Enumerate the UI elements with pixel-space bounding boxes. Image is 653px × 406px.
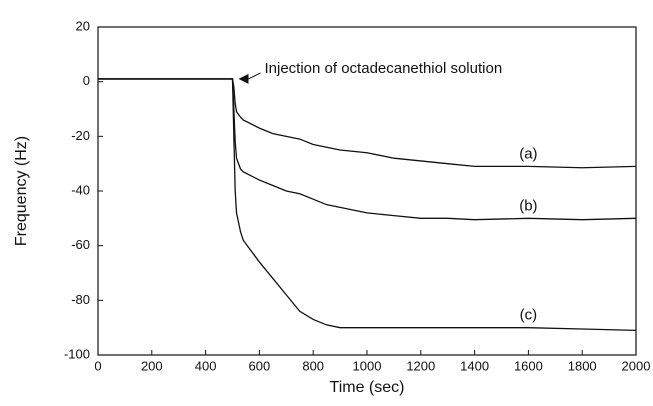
annotation: Injection of octadecanethiol solution <box>265 60 503 77</box>
x-axis-label: Time (sec) <box>330 379 405 396</box>
y-tick-label: -80 <box>71 292 90 307</box>
x-tick-label: 1400 <box>460 358 489 373</box>
series-line <box>98 78 637 221</box>
y-axis-label: Frequency (Hz) <box>13 136 30 246</box>
series-label: (a) <box>519 145 537 162</box>
annotation-line <box>248 72 261 80</box>
y-tick-label: -60 <box>71 237 90 252</box>
x-tick-label: 2000 <box>622 358 651 373</box>
series-label: (b) <box>519 197 537 214</box>
x-tick-label: 1200 <box>406 358 435 373</box>
x-tick-label: 0 <box>94 358 101 373</box>
annotation-arrow <box>238 73 249 84</box>
y-tick-label: 0 <box>83 73 90 88</box>
x-tick-label: 400 <box>195 358 217 373</box>
y-tick-label: 20 <box>76 18 90 33</box>
x-tick-label: 800 <box>302 358 324 373</box>
y-tick-label: -40 <box>71 182 90 197</box>
series-label: (c) <box>520 307 538 324</box>
series-line <box>98 78 637 332</box>
x-tick-label: 1600 <box>514 358 543 373</box>
x-tick-label: 200 <box>141 358 163 373</box>
y-tick-label: -100 <box>64 346 90 361</box>
x-tick-label: 600 <box>249 358 271 373</box>
series-line <box>98 78 637 169</box>
y-tick-label: -20 <box>71 128 90 143</box>
x-tick-label: 1000 <box>353 358 382 373</box>
x-tick-label: 1800 <box>568 358 597 373</box>
